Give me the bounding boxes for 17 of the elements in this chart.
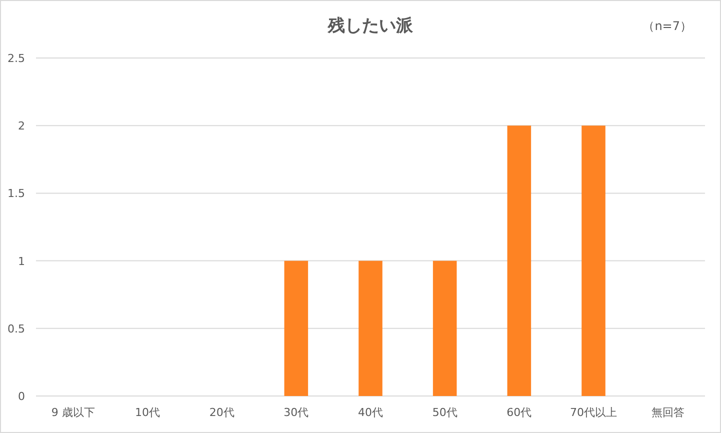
y-tick-label: 0.5 [8, 322, 25, 336]
x-tick-label: 20代 [209, 406, 234, 419]
x-tick-label: 9 歳以下 [51, 406, 95, 419]
x-tick-label: 60代 [506, 406, 532, 419]
x-tick-label: 50代 [432, 406, 458, 419]
chart-title: 残したい派 [327, 16, 414, 36]
x-tick-label: 無回答 [651, 406, 684, 419]
y-tick-label: 1 [18, 254, 25, 268]
y-tick-label: 1.5 [8, 187, 25, 200]
y-tick-label: 0 [18, 390, 25, 403]
text: （n=7） [642, 19, 692, 33]
x-tick-label: 30代 [284, 406, 309, 419]
x-tick-label: 40代 [358, 406, 383, 419]
y-tick-label: 2 [18, 120, 25, 133]
x-tick-label: 70代以上 [570, 406, 617, 419]
y-tick-label: 2.5 [8, 52, 25, 65]
x-tick-label: 10代 [135, 406, 160, 419]
